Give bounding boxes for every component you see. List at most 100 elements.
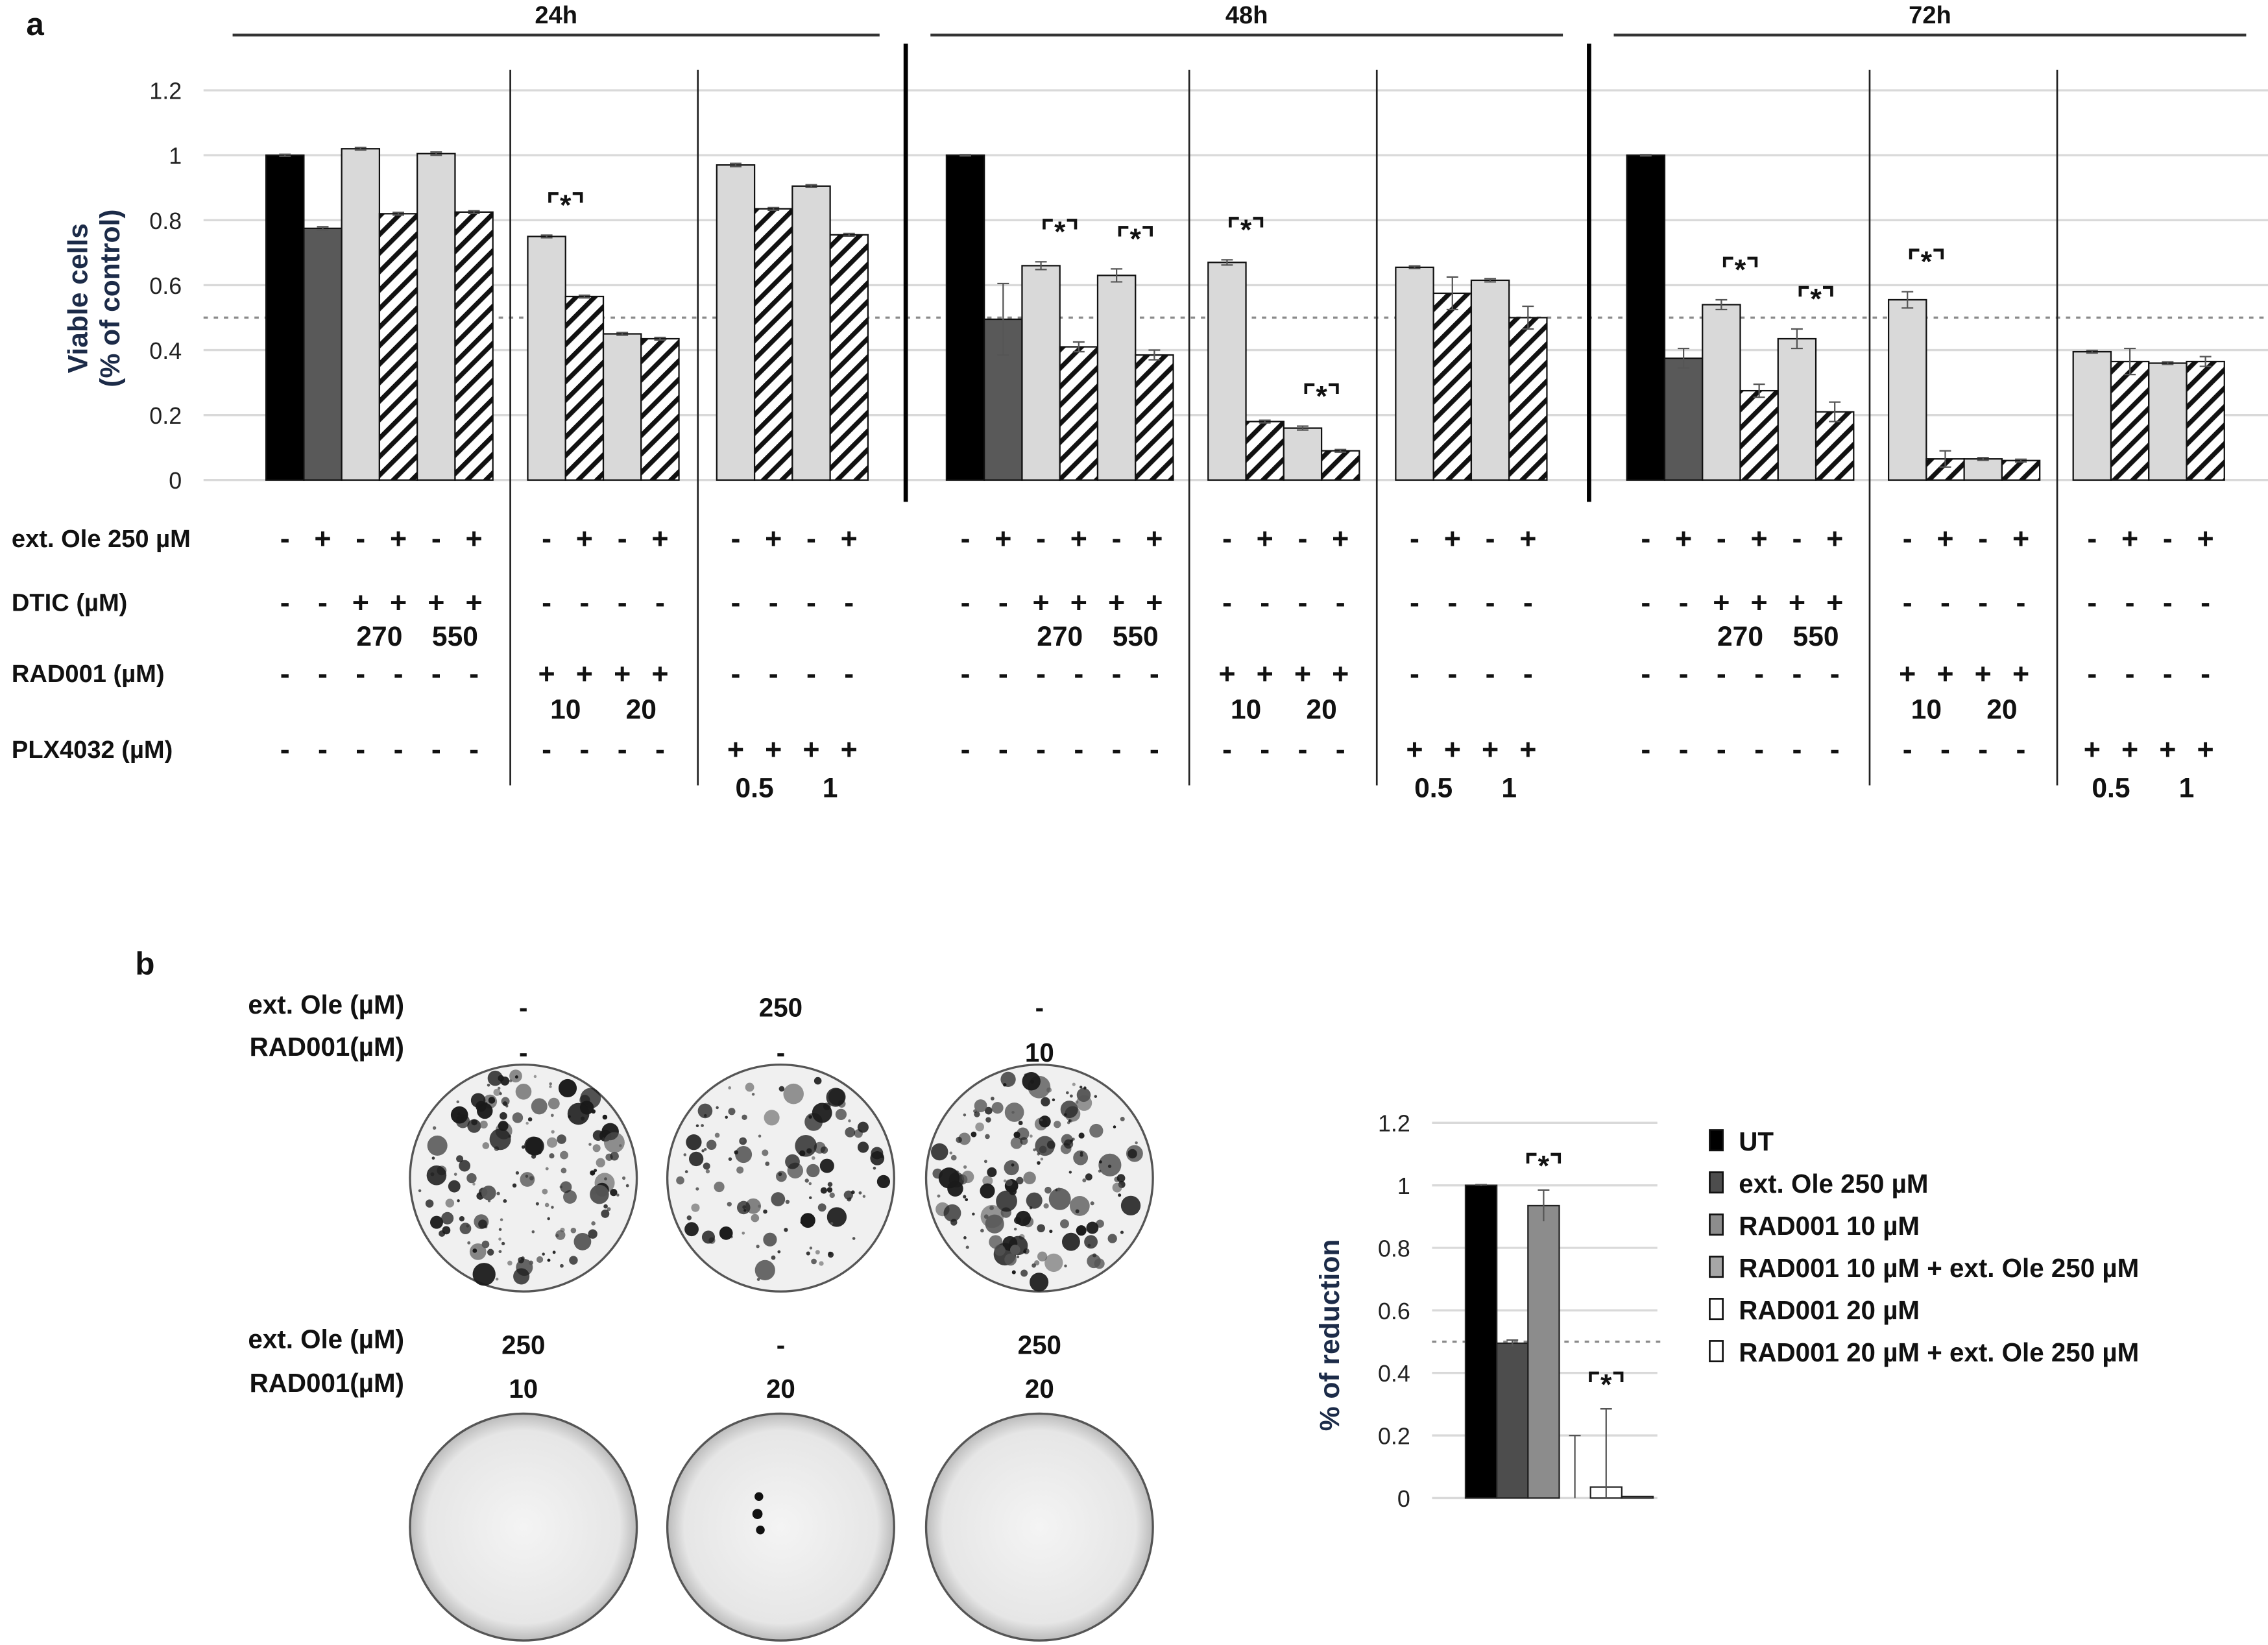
significance-marker: ⌜*⌝ <box>1116 223 1155 255</box>
colony <box>697 1103 713 1119</box>
legend-swatch <box>1709 1129 1724 1152</box>
condition-sign: - <box>280 587 290 619</box>
condition-sign: - <box>356 733 365 766</box>
bar-1 <box>1464 1184 1498 1499</box>
colony <box>498 1121 509 1131</box>
colony <box>418 1189 422 1193</box>
condition-sign: + <box>1146 587 1163 619</box>
colony <box>544 1202 549 1208</box>
bar-72h-group3-4 <box>2186 360 2225 481</box>
condition-sign: - <box>730 657 740 690</box>
condition-sign: - <box>1679 657 1689 690</box>
colony <box>763 1232 777 1247</box>
condition-sign: - <box>542 587 551 619</box>
colony <box>691 1203 700 1212</box>
condition-sign: - <box>1754 657 1764 690</box>
condition-sign: - <box>2087 657 2097 690</box>
dose-label: 550 <box>1793 621 1839 652</box>
colony <box>1039 1115 1051 1128</box>
colony <box>453 1173 457 1176</box>
condition-sign: + <box>2121 522 2138 555</box>
plate-value: 20 <box>766 1374 795 1404</box>
colony <box>1060 1101 1078 1119</box>
condition-row-label: PLX4032 (µM) <box>12 737 173 764</box>
bar-24h-group2-1 <box>527 236 566 481</box>
colony <box>987 1167 997 1177</box>
colony <box>991 1102 1004 1114</box>
plate-value: - <box>777 1038 785 1067</box>
colony <box>552 1250 556 1254</box>
colony <box>688 1151 704 1167</box>
colony <box>701 1124 704 1127</box>
dose-label: 270 <box>356 621 402 652</box>
colony <box>481 1185 496 1200</box>
colony <box>880 1155 884 1158</box>
colony <box>1082 1178 1087 1183</box>
colony <box>727 1202 732 1207</box>
condition-sign: - <box>1447 657 1457 690</box>
colony <box>742 1231 745 1235</box>
colony <box>529 1260 533 1265</box>
condition-sign: - <box>1036 522 1046 555</box>
colony <box>751 1213 760 1223</box>
colony <box>1126 1145 1143 1162</box>
colony <box>472 1182 476 1186</box>
condition-sign: - <box>1297 587 1307 619</box>
colony <box>1080 1151 1083 1154</box>
colony <box>965 1198 969 1202</box>
plate-condition-label: RAD001(µM) <box>250 1032 404 1062</box>
colony <box>496 1191 500 1195</box>
colony <box>579 1095 590 1106</box>
bar-48h-group3-1 <box>1395 266 1434 481</box>
condition-sign: - <box>1410 657 1419 690</box>
colony <box>588 1229 597 1239</box>
condition-sign: - <box>2016 587 2026 619</box>
colony <box>756 1526 765 1535</box>
condition-sign: + <box>995 522 1011 555</box>
colony <box>479 1120 488 1129</box>
condition-sign: - <box>1754 733 1764 766</box>
colony <box>546 1137 558 1148</box>
condition-sign: - <box>806 522 816 555</box>
condition-sign: + <box>1146 522 1163 555</box>
colony <box>703 1162 710 1170</box>
colony <box>858 1191 862 1195</box>
colony <box>1041 1097 1050 1106</box>
colony <box>591 1109 596 1114</box>
condition-sign: - <box>1903 733 1912 766</box>
colony-plate <box>409 1063 638 1293</box>
colony <box>560 1227 565 1233</box>
colony <box>1009 1245 1020 1255</box>
condition-sign: + <box>614 657 631 690</box>
colony <box>430 1172 435 1176</box>
colony <box>703 1148 707 1151</box>
colony <box>515 1171 520 1175</box>
colony <box>1039 1118 1043 1122</box>
colony <box>754 1492 764 1501</box>
colony <box>550 1114 554 1117</box>
bar-72h-group1-3 <box>1702 304 1741 481</box>
bar-48h-group1-3 <box>1021 265 1061 481</box>
colony <box>762 1149 769 1156</box>
panel-label-a: a <box>26 6 44 42</box>
colony <box>551 1130 555 1134</box>
condition-sign: - <box>2125 587 2135 619</box>
condition-sign: + <box>538 657 555 690</box>
bar-72h-group1-2 <box>1663 357 1704 481</box>
condition-sign: - <box>1336 733 1345 766</box>
colony <box>536 1256 544 1263</box>
colony <box>1061 1232 1080 1251</box>
colony <box>1076 1095 1092 1111</box>
colony <box>603 1132 625 1153</box>
colony <box>1069 1119 1073 1123</box>
condition-sign: - <box>2087 522 2097 555</box>
colony <box>1037 1152 1040 1156</box>
colony <box>1069 1094 1073 1098</box>
condition-sign: - <box>618 587 627 619</box>
condition-sign: + <box>2159 733 2176 766</box>
colony <box>971 1131 977 1138</box>
condition-sign: - <box>1036 733 1046 766</box>
colony <box>1011 1110 1015 1114</box>
significance-marker: ⌜*⌝ <box>1302 380 1340 412</box>
condition-sign: + <box>1257 657 1273 690</box>
